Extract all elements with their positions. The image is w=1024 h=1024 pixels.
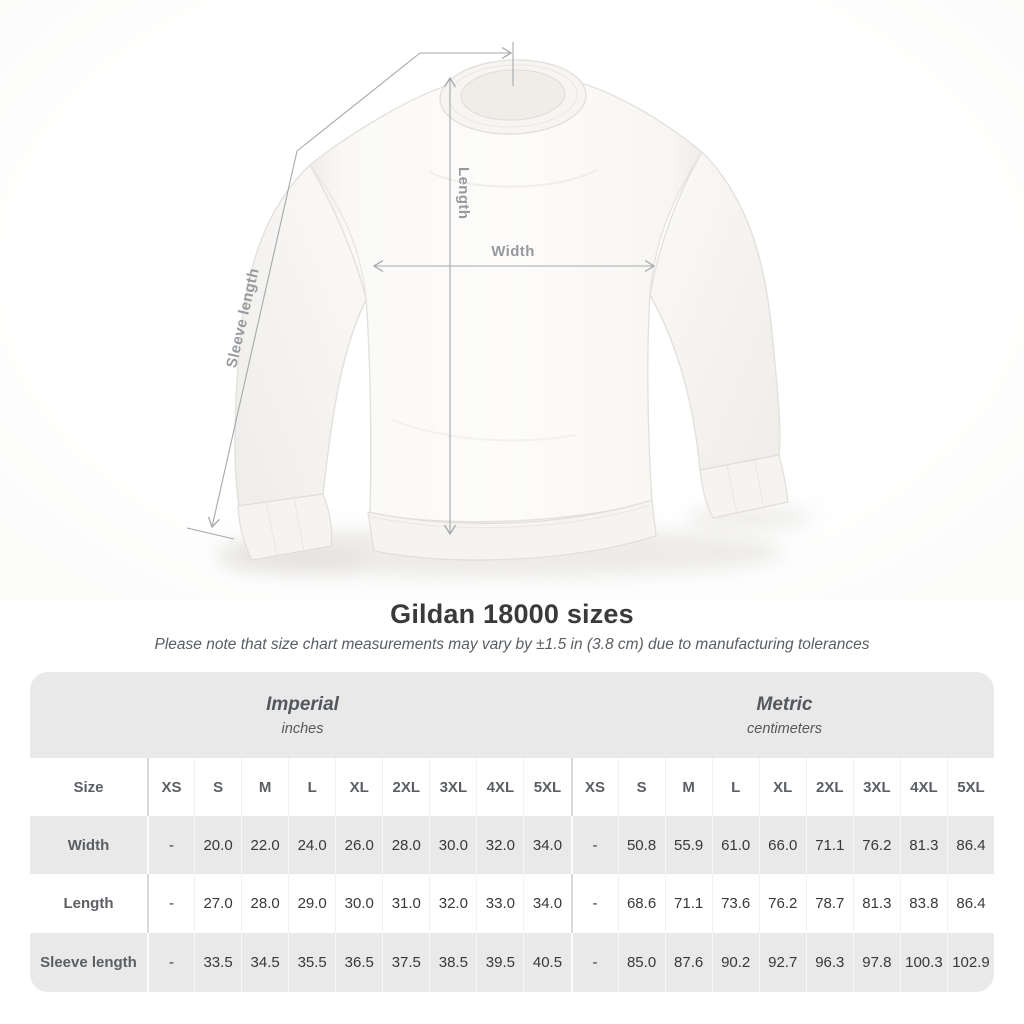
- table-cell: 24.0: [288, 816, 335, 874]
- table-cell: -: [570, 874, 618, 933]
- tolerance-note: Please note that size chart measurements…: [154, 636, 870, 653]
- size-col-header: S: [617, 758, 665, 816]
- table-cell: 31.0: [382, 874, 429, 933]
- table-cell: -: [147, 933, 194, 992]
- table-cell: 68.6: [617, 874, 665, 933]
- table-cell: 66.0: [758, 816, 806, 874]
- size-col-header: 3XL: [852, 758, 900, 816]
- imperial-subtitle: inches: [281, 720, 324, 737]
- table-cell: 39.5: [476, 933, 523, 992]
- table-cell: 86.4: [946, 874, 994, 933]
- table-cell: 33.5: [194, 933, 241, 992]
- row-label: Width: [67, 836, 110, 854]
- measurement-arrows: [186, 42, 656, 540]
- size-col-header: XL: [758, 758, 806, 816]
- sweatshirt-graphic: [234, 59, 789, 561]
- table-cell: 26.0: [335, 816, 382, 874]
- size-col-header: XL: [335, 758, 382, 816]
- width-measure-label: Width: [491, 243, 535, 260]
- table-cell: 27.0: [194, 874, 241, 933]
- table-cell: 36.5: [335, 933, 382, 992]
- unit-metric: Metric centimeters: [575, 672, 994, 758]
- table-cell: 71.1: [664, 874, 712, 933]
- size-col-header: M: [664, 758, 712, 816]
- row-label: Sleeve length: [40, 954, 137, 971]
- size-col-header: XS: [570, 758, 618, 816]
- table-cell: 40.5: [523, 933, 570, 992]
- table-cell: 38.5: [429, 933, 476, 992]
- table-cell: 81.3: [899, 816, 947, 874]
- size-col-header: 5XL: [523, 758, 570, 816]
- size-col-header: XS: [147, 758, 194, 816]
- table-cell: 32.0: [429, 874, 476, 933]
- size-col-header: M: [241, 758, 288, 816]
- size-col-header: L: [288, 758, 335, 816]
- table-cell: 30.0: [429, 816, 476, 874]
- table-cell: 100.3: [899, 933, 947, 992]
- table-cell: -: [570, 816, 618, 874]
- row-label: Length: [63, 895, 114, 912]
- table-cell: 34.0: [523, 874, 570, 933]
- table-cell: -: [147, 816, 194, 874]
- table-cell: 50.8: [617, 816, 665, 874]
- table-cell: 81.3: [852, 874, 900, 933]
- page-title: Gildan 18000 sizes: [390, 599, 634, 629]
- length-measure-label: Length: [455, 167, 472, 220]
- table-cell: 76.2: [758, 874, 806, 933]
- metric-subtitle: centimeters: [747, 720, 822, 737]
- table-cell: 20.0: [194, 816, 241, 874]
- unit-imperial: Imperial inches: [30, 672, 575, 758]
- table-cell: 85.0: [617, 933, 665, 992]
- width-row: Width - 20.0 22.0 24.0 26.0 28.0 30.0 32…: [30, 816, 994, 874]
- table-cell: 28.0: [382, 816, 429, 874]
- unit-header-band: Imperial inches Metric centimeters: [30, 672, 994, 758]
- table-cell: -: [147, 874, 194, 933]
- table-cell: 71.1: [805, 816, 853, 874]
- table-cell: 33.0: [476, 874, 523, 933]
- size-col-header: 3XL: [429, 758, 476, 816]
- size-col-header: 2XL: [805, 758, 853, 816]
- table-cell: -: [570, 933, 618, 992]
- sweatshirt-image: [186, 42, 812, 578]
- collar: [439, 59, 587, 135]
- size-col-header: 4XL: [476, 758, 523, 816]
- sleeve-length-row: Sleeve length - 33.5 34.5 35.5 36.5 37.5…: [30, 933, 994, 992]
- table-cell: 32.0: [476, 816, 523, 874]
- table-cell: 28.0: [241, 874, 288, 933]
- table-cell: 83.8: [899, 874, 947, 933]
- table-cell: 61.0: [711, 816, 759, 874]
- table-cell: 29.0: [288, 874, 335, 933]
- table-cell: 55.9: [664, 816, 712, 874]
- size-col-header: 4XL: [899, 758, 947, 816]
- size-col-header: 5XL: [946, 758, 994, 816]
- table-cell: 96.3: [805, 933, 853, 992]
- table-cell: 73.6: [711, 874, 759, 933]
- table-cell: 78.7: [805, 874, 853, 933]
- metric-title: Metric: [756, 693, 813, 715]
- table-cell: 34.0: [523, 816, 570, 874]
- size-col-header: L: [711, 758, 759, 816]
- size-header: Size: [73, 778, 104, 796]
- table-cell: 35.5: [288, 933, 335, 992]
- table-cell: 90.2: [711, 933, 759, 992]
- size-col-header: 2XL: [382, 758, 429, 816]
- table-cell: 76.2: [852, 816, 900, 874]
- size-col-header: S: [194, 758, 241, 816]
- table-cell: 92.7: [758, 933, 806, 992]
- table-cell: 86.4: [946, 816, 994, 874]
- table-cell: 37.5: [382, 933, 429, 992]
- table-cell: 34.5: [241, 933, 288, 992]
- table-cell: 102.9: [946, 933, 994, 992]
- table-cell: 97.8: [852, 933, 900, 992]
- product-photo-area: Length Width Sleeve length: [0, 0, 1024, 600]
- table-cell: 87.6: [664, 933, 712, 992]
- table-cell: 30.0: [335, 874, 382, 933]
- size-header-row: Size XS S M L XL 2XL 3XL 4XL 5XL XS S M …: [30, 758, 994, 816]
- table-cell: 22.0: [241, 816, 288, 874]
- length-row: Length - 27.0 28.0 29.0 30.0 31.0 32.0 3…: [30, 874, 994, 933]
- size-table: Imperial inches Metric centimeters Size …: [30, 672, 994, 992]
- imperial-title: Imperial: [266, 693, 339, 715]
